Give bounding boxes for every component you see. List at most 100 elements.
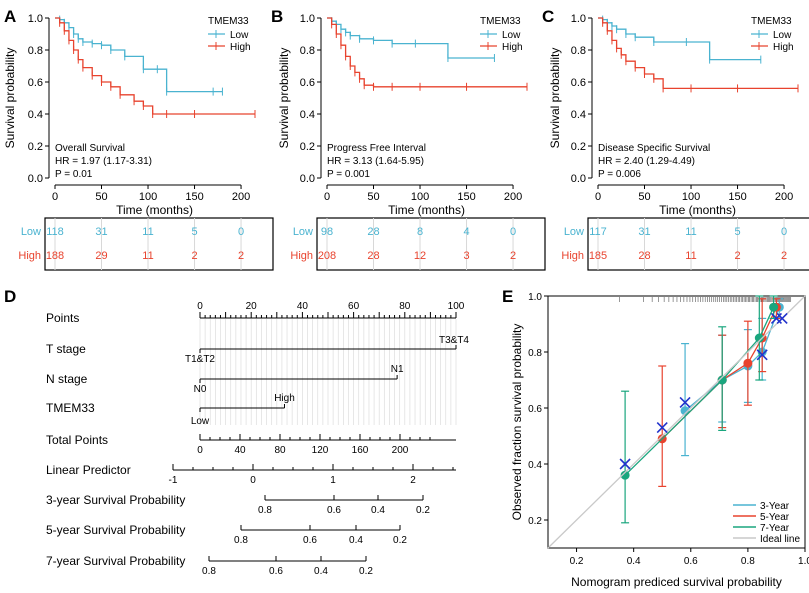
risk-count-low: 98 <box>321 226 333 238</box>
y-tick-label: 0.8 <box>300 45 315 57</box>
p-value: P = 0.006 <box>598 169 641 180</box>
y-tick-label: 0.0 <box>28 173 43 185</box>
risk-count-low: 11 <box>142 226 153 238</box>
y-tick-label: 0.2 <box>571 141 586 153</box>
risk-table-box <box>44 217 274 271</box>
linear-predictor-tick-label: -1 <box>169 475 178 486</box>
km-curve-high <box>598 17 798 90</box>
legend-label: 7-Year <box>760 523 790 534</box>
km-plot-progress-free-interval: 0.0 0.2 0.4 0.6 0.8 1.0 0 50 100 150 200 Time (mont… <box>277 13 546 271</box>
y-tick-label: 0.4 <box>28 109 43 121</box>
risk-label-low: Low <box>293 226 313 238</box>
y-tick-label: 0.8 <box>571 45 586 57</box>
total-points-tick-label: 0 <box>197 445 203 456</box>
calibration-point <box>743 358 753 368</box>
risk-count-high: 188 <box>46 250 64 262</box>
survival-scale-label-year5: 0.4 <box>349 535 363 546</box>
points-tick-label: 100 <box>448 301 465 312</box>
panel-letter-d: D <box>4 287 16 306</box>
points-tick-label: 60 <box>348 301 360 312</box>
panel-letter-b: B <box>271 7 283 26</box>
legend-label: 3-Year <box>760 501 790 512</box>
panel-letter-c: C <box>542 7 554 26</box>
nomogram-row-label: 3-year Survival Probability <box>46 493 185 507</box>
y-axis-title: Survival probability <box>3 48 17 149</box>
y-tick-label: 0.0 <box>571 173 586 185</box>
tstage-high-label: T3&T4 <box>439 335 469 346</box>
total-points-tick-label: 120 <box>312 445 329 456</box>
y-tick-label: 1.0 <box>28 13 43 25</box>
legend-title: TMEM33 <box>751 16 792 27</box>
tstage-low-label: T1&T2 <box>185 354 215 365</box>
legend-label: Ideal line <box>760 534 800 545</box>
y-tick-label: 1.0 <box>528 292 542 303</box>
calibration-point <box>769 302 779 312</box>
legend-label-high: High <box>230 42 251 53</box>
risk-count-low: 0 <box>510 226 516 238</box>
nomogram-row-label: TMEM33 <box>46 401 95 415</box>
risk-count-low: 31 <box>95 226 107 238</box>
x-tick-label: 100 <box>411 191 429 203</box>
nomogram-row-label: Points <box>46 311 79 325</box>
bias-corrected-cross <box>679 396 691 408</box>
km-curve-low <box>327 17 495 59</box>
risk-count-high: 208 <box>318 250 336 262</box>
x-tick-label: 0 <box>52 191 58 203</box>
risk-count-high: 2 <box>734 250 740 262</box>
y-tick-label: 0.6 <box>528 404 542 415</box>
x-axis-title: Nomogram prediced survival probability <box>571 575 782 589</box>
calibration-point <box>620 470 630 480</box>
legend-label-low: Low <box>502 30 521 41</box>
x-tick-label: 0.2 <box>570 556 584 567</box>
x-axis-title: Time (months) <box>659 203 736 217</box>
risk-count-low: 117 <box>589 226 607 238</box>
y-axis-title: Survival probability <box>548 48 562 149</box>
risk-count-high: 11 <box>685 250 696 262</box>
y-tick-label: 0.6 <box>300 77 315 89</box>
risk-count-high: 12 <box>414 250 426 262</box>
x-tick-label: 150 <box>457 191 475 203</box>
survival-scale-label-year5: 0.2 <box>393 535 407 546</box>
survival-scale-label-year3: 0.6 <box>327 505 341 516</box>
x-tick-label: 50 <box>638 191 650 203</box>
calibration-point <box>754 333 764 343</box>
risk-count-low: 11 <box>685 226 696 238</box>
plot-frame <box>547 295 806 549</box>
x-tick-label: 50 <box>95 191 107 203</box>
survival-scale-label-year3: 0.2 <box>416 505 430 516</box>
legend-label: 5-Year <box>760 512 790 523</box>
risk-count-low: 4 <box>463 226 469 238</box>
risk-count-low: 28 <box>367 226 379 238</box>
panel-letter-a: A <box>4 7 16 26</box>
points-tick-label: 80 <box>399 301 411 312</box>
risk-count-high: 2 <box>191 250 197 262</box>
nomogram-row-label: 7-year Survival Probability <box>46 554 185 568</box>
x-tick-label: 100 <box>139 191 157 203</box>
calibration-point <box>680 406 690 416</box>
bias-corrected-cross <box>656 422 668 434</box>
hazard-ratio: HR = 3.13 (1.64-5.95) <box>327 156 424 167</box>
nomogram-row-label: Total Points <box>46 433 108 447</box>
survival-scale-label-year3: 0.4 <box>371 505 385 516</box>
survival-scale-label-year5: 0.6 <box>303 535 317 546</box>
x-axis-title: Time (months) <box>116 203 193 217</box>
risk-label-low: Low <box>564 226 584 238</box>
km-curve-low <box>55 17 223 93</box>
bias-corrected-cross <box>776 312 788 324</box>
risk-count-high: 11 <box>142 250 153 262</box>
y-tick-label: 0.6 <box>571 77 586 89</box>
calibration-line-3-year <box>684 306 780 412</box>
x-tick-label: 200 <box>504 191 522 203</box>
x-tick-label: 150 <box>185 191 203 203</box>
bias-corrected-cross <box>756 349 768 361</box>
x-tick-label: 100 <box>682 191 700 203</box>
nomogram-row-label: Linear Predictor <box>46 463 131 477</box>
x-tick-label: 200 <box>775 191 793 203</box>
legend-title: TMEM33 <box>208 16 249 27</box>
nstage-high-label: N1 <box>391 364 404 375</box>
y-tick-label: 1.0 <box>571 13 586 25</box>
y-tick-label: 0.2 <box>28 141 43 153</box>
points-tick-label: 0 <box>197 301 203 312</box>
km-curve-high <box>55 17 255 115</box>
